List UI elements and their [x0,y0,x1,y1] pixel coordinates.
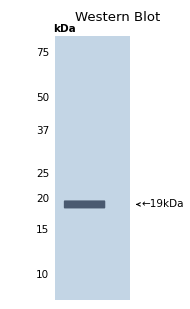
Text: 25: 25 [36,169,49,179]
Text: 10: 10 [36,270,49,280]
Text: 15: 15 [36,226,49,235]
Text: Western Blot: Western Blot [75,11,160,24]
Text: 37: 37 [36,126,49,136]
FancyBboxPatch shape [64,201,105,209]
Text: 75: 75 [36,48,49,58]
Bar [55,36,130,300]
Text: 20: 20 [36,194,49,204]
Text: kDa: kDa [53,24,76,34]
Text: ←19kDa: ←19kDa [142,199,184,210]
Text: 50: 50 [36,93,49,103]
